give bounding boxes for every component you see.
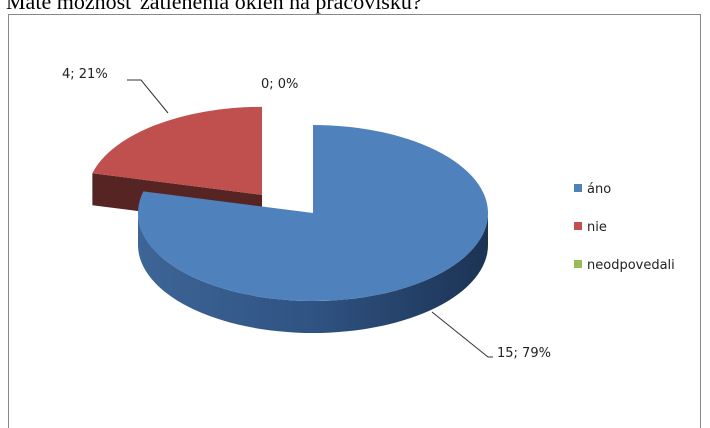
legend-label: neodpovedali xyxy=(587,258,675,273)
slice-side xyxy=(138,213,488,333)
legend-swatch xyxy=(574,184,582,192)
leader-line xyxy=(431,311,493,358)
chart-title: Máte možnosť zatienenia okien na pracovi… xyxy=(6,0,422,14)
chart-frame xyxy=(8,14,701,428)
slice xyxy=(92,106,263,195)
data-label: 15; 79% xyxy=(497,346,551,361)
leader-line xyxy=(127,79,169,114)
legend-swatch xyxy=(574,260,582,268)
data-label: 0; 0% xyxy=(261,77,298,92)
legend-label: áno xyxy=(587,182,611,197)
legend-label: nie xyxy=(587,220,607,235)
legend-swatch xyxy=(574,222,582,230)
data-label: 4; 21% xyxy=(62,67,108,82)
slice xyxy=(138,125,489,301)
